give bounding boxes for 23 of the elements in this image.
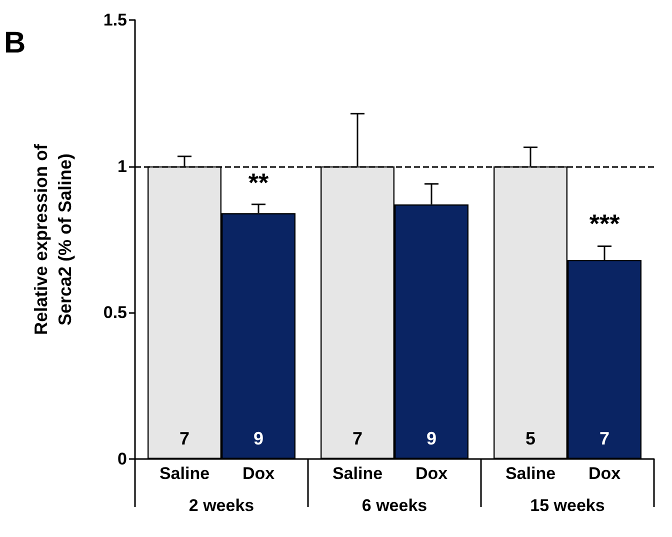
text: Dox bbox=[415, 464, 448, 483]
annotation: 9 bbox=[426, 428, 437, 448]
series-label: Dox bbox=[242, 464, 276, 483]
y-tick-label: 1 bbox=[118, 156, 127, 176]
y-tick-label: 0 bbox=[118, 450, 127, 468]
annotation: 7 bbox=[352, 428, 363, 448]
x-tick-label: 6 weeks bbox=[362, 496, 428, 515]
text: Saline bbox=[332, 464, 383, 483]
text: B bbox=[4, 26, 26, 60]
annotation: ** bbox=[248, 168, 270, 198]
x-tick-label: 2 weeks bbox=[188, 496, 254, 515]
y-axis-title: Relative expression of Serca2 (% of Saline) bbox=[31, 142, 75, 336]
y-tick-label: 0.5 bbox=[103, 303, 127, 322]
y-tick-label: 1.5 bbox=[103, 10, 127, 30]
text: Saline bbox=[505, 464, 556, 483]
annotation: 9 bbox=[253, 428, 264, 448]
annotation: 7 bbox=[599, 428, 610, 448]
annotation: *** bbox=[589, 208, 621, 239]
text: Dox bbox=[588, 464, 621, 483]
annotation: 7 bbox=[179, 428, 190, 448]
x-tick-label: 15 weeks bbox=[530, 496, 605, 515]
annotation: 5 bbox=[525, 428, 536, 448]
series-label: Saline bbox=[159, 464, 210, 483]
